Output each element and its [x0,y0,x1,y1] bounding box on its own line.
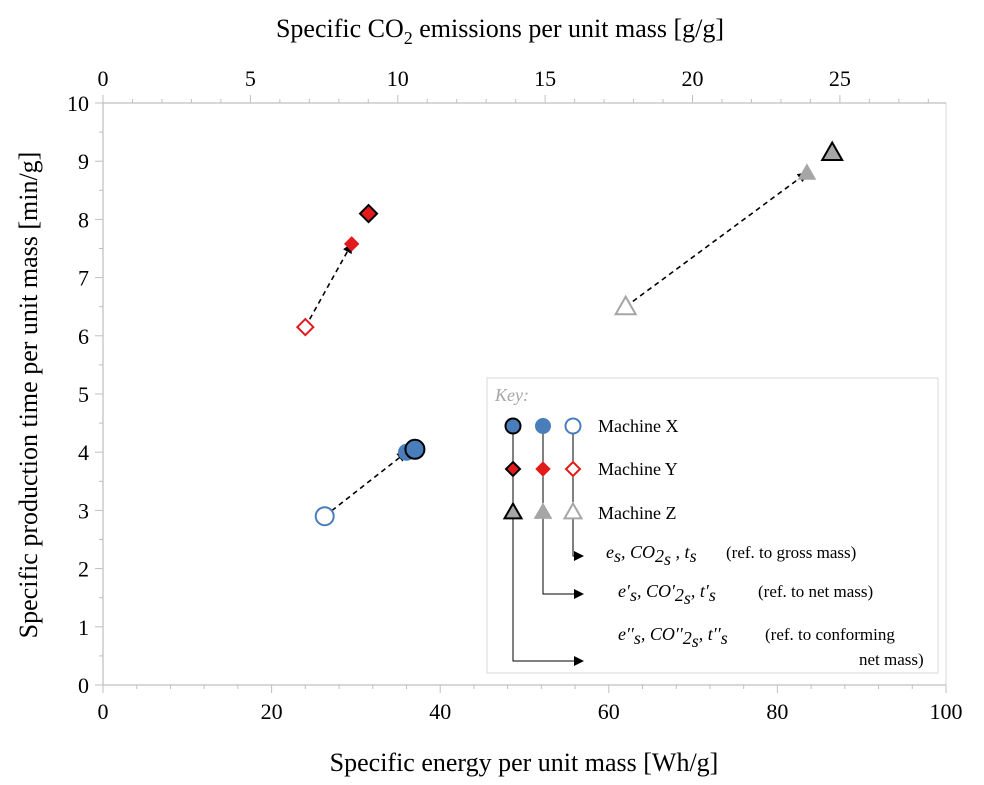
x2-tick-label: 0 [98,66,109,91]
x2-axis-title-part2: emissions per unit mass [g/g] [413,14,724,43]
legend-label-machine-z: Machine Z [598,503,676,523]
x-tick-label: 0 [98,699,109,724]
legend-arrow-net [542,426,584,599]
y-axis: 0 1 2 3 4 5 6 7 8 9 10 [67,91,104,698]
x-axis-title: Specific energy per unit mass [Wh/g] [330,748,719,777]
legend-marker-machine-z-gross [562,501,584,520]
x-tick-label: 60 [598,699,620,724]
x2-tick-label: 20 [682,66,704,91]
machine-y-point-gross [295,317,315,337]
x2-axis-title: Specific CO2 emissions per unit mass [g/… [276,14,724,48]
legend-marker-machine-y-net [535,461,551,477]
machine-x-point-conforming [404,438,426,460]
y-tick-label: 6 [78,324,89,349]
machine-z-point-gross [613,294,638,316]
x-tick-label: 100 [930,699,963,724]
machine-y-point-conforming [358,203,379,224]
machine-z-arrow [625,172,808,308]
legend-ref-gross: (ref. to gross mass) [726,543,856,562]
legend-label-machine-y: Machine Y [598,459,678,479]
x2-tick-label: 5 [245,66,256,91]
legend-label-machine-x: Machine X [598,416,678,436]
y-tick-label: 1 [78,615,89,640]
legend-math-conforming: e′′s, CO′′2s, t′′s [618,624,728,651]
legend-marker-machine-y-gross [564,460,582,478]
data-points [295,140,844,527]
machine-x-point-gross [314,506,335,527]
x2-tick-label: 10 [387,66,409,91]
legend-title: Key: [494,385,529,405]
x2-tick-label: 15 [534,66,556,91]
machine-y-point-net [343,236,360,252]
legend: Key: Machine X Machine Y Machine Z es, C… [486,377,939,674]
machine-x-arrow [324,451,408,517]
legend-math-gross: es, CO2s , ts [606,542,697,569]
legend-ref-conforming: (ref. to conforming [765,625,895,644]
x2-axis-title-subscript: 2 [404,28,413,48]
y-tick-label: 8 [78,207,89,232]
y-axis-title: Specific production time per unit mass [… [14,152,43,639]
machine-y-arrow [304,242,353,328]
y-tick-label: 5 [78,382,89,407]
arrow-connectors [304,172,808,517]
x-tick-label: 40 [429,699,451,724]
legend-marker-machine-z-conforming [502,501,524,520]
legend-marker-machine-x-gross [564,417,582,435]
x-axis: 0 20 40 60 80 100 [98,684,963,724]
legend-marker-machine-y-conforming [504,460,522,478]
y-tick-label: 2 [78,557,89,582]
x-tick-label: 20 [261,699,283,724]
y-tick-label: 10 [67,91,89,116]
y-tick-label: 9 [78,149,89,174]
legend-math-net: e′s, CO′2s, t′s [618,581,716,608]
legend-marker-machine-z-net [533,502,553,519]
legend-ref-conforming-line2: net mass) [859,650,924,669]
y-tick-label: 3 [78,498,89,523]
y-tick-label: 4 [78,440,89,465]
machine-z-point-net [797,163,817,180]
x2-axis-title-part1: Specific CO [276,14,404,43]
y-tick-label: 7 [78,266,89,291]
machine-z-point-conforming [820,140,844,161]
legend-marker-machine-x-conforming [504,417,522,435]
y-tick-label: 0 [78,673,89,698]
legend-box [486,377,939,674]
x-tick-label: 80 [766,699,788,724]
legend-marker-machine-x-net [535,418,551,434]
x2-tick-label: 25 [829,66,851,91]
x2-axis: 0 5 10 15 20 25 [98,66,946,104]
legend-markers [502,417,584,520]
legend-ref-net: (ref. to net mass) [758,582,873,601]
